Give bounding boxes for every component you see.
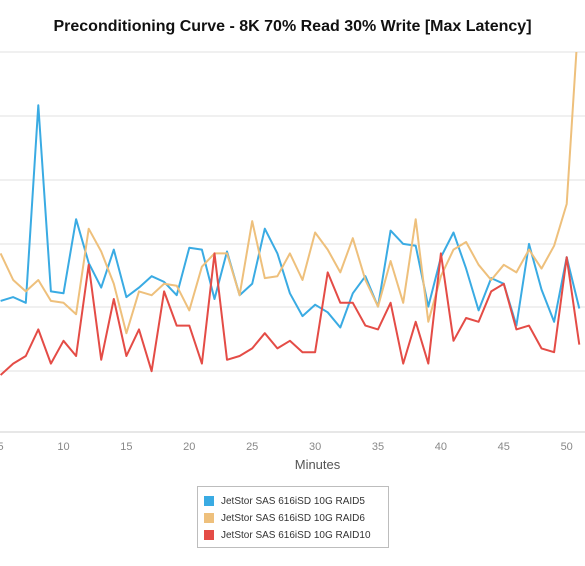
x-tick-label: 20 (183, 441, 195, 453)
x-tick-label: 45 (498, 441, 510, 453)
chart-legend: JetStor SAS 616iSD 10G RAID5 JetStor SAS… (197, 486, 389, 548)
legend-label-raid5: JetStor SAS 616iSD 10G RAID5 (221, 495, 365, 507)
x-tick-label: 50 (561, 441, 573, 453)
x-tick-label: 40 (435, 441, 447, 453)
x-tick-label: 30 (309, 441, 321, 453)
series-lines (0, 52, 581, 376)
x-tick-label: 10 (57, 441, 69, 453)
x-tick-label: 5 (0, 441, 4, 453)
x-tick-labels: 5 10 15 20 25 30 35 40 45 50 (0, 441, 573, 453)
legend-swatch-raid6 (204, 513, 214, 523)
legend-swatch-raid10 (204, 530, 214, 540)
x-tick-label: 15 (120, 441, 132, 453)
series-line-raid5 (0, 104, 581, 329)
chart-title: Preconditioning Curve - 8K 70% Read 30% … (53, 18, 532, 35)
legend-item-raid10[interactable]: JetStor SAS 616iSD 10G RAID10 (204, 528, 371, 542)
x-tick-label: 25 (246, 441, 258, 453)
legend-item-raid5[interactable]: JetStor SAS 616iSD 10G RAID5 (204, 494, 365, 508)
series-line-raid6 (0, 52, 578, 335)
x-axis-label: Minutes (294, 457, 341, 472)
legend-item-raid6[interactable]: JetStor SAS 616iSD 10G RAID6 (204, 511, 365, 525)
legend-label-raid10: JetStor SAS 616iSD 10G RAID10 (221, 529, 371, 541)
legend-label-raid6: JetStor SAS 616iSD 10G RAID6 (221, 512, 365, 524)
series-line-raid10 (0, 252, 581, 376)
legend-swatch-raid5 (204, 496, 214, 506)
x-tick-label: 35 (372, 441, 384, 453)
